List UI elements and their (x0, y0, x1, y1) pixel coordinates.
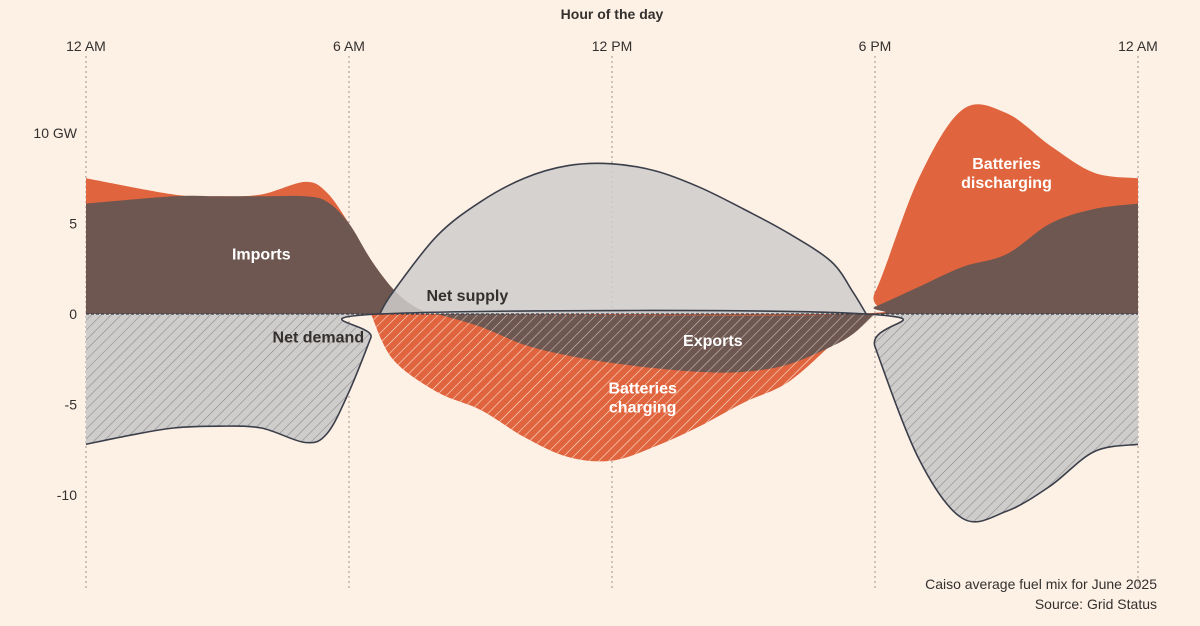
source-note: Caiso average fuel mix for June 2025 Sou… (925, 574, 1157, 614)
x-tick-label: 6 AM (333, 38, 365, 54)
x-axis-title: Hour of the day (561, 6, 664, 22)
x-tick-label: 12 AM (1118, 38, 1158, 54)
exports-hatch (436, 314, 875, 373)
y-tick-labels: 10 GW 5 0 -5 -10 (33, 125, 77, 503)
series-label: Net supply (426, 288, 508, 305)
series-label: Exports (683, 333, 743, 350)
outlines (85, 162, 1139, 523)
y-tick-label: 5 (69, 216, 77, 232)
x-tick-label: 12 AM (66, 38, 106, 54)
x-tick-label: 6 PM (859, 38, 892, 54)
y-tick-label: -10 (57, 487, 77, 503)
x-tick-labels: 12 AM 6 AM 12 PM 6 PM 12 AM (66, 38, 1158, 54)
series-label: Net demand (273, 330, 365, 347)
y-tick-label: 10 GW (33, 125, 77, 141)
series-label: Batteries charging (608, 380, 677, 416)
imports-area (86, 195, 1138, 315)
net-demand-line (85, 309, 1139, 523)
areas (86, 104, 1138, 522)
y-tick-label: -5 (65, 397, 78, 413)
net-supply-area (379, 163, 867, 314)
x-tick-label: 12 PM (592, 38, 632, 54)
series-label: Batteries discharging (961, 156, 1052, 192)
source-text: Source: Grid Status (1034, 596, 1157, 612)
net-demand-hatch (86, 310, 1138, 522)
net-supply-line (379, 162, 867, 315)
series-label: Imports (232, 246, 291, 263)
note-text: Caiso average fuel mix for June 2025 (925, 576, 1157, 592)
y-tick-label: 0 (69, 306, 77, 322)
series-labels: Imports Net supply Net demand Exports Batter… (232, 156, 1052, 416)
